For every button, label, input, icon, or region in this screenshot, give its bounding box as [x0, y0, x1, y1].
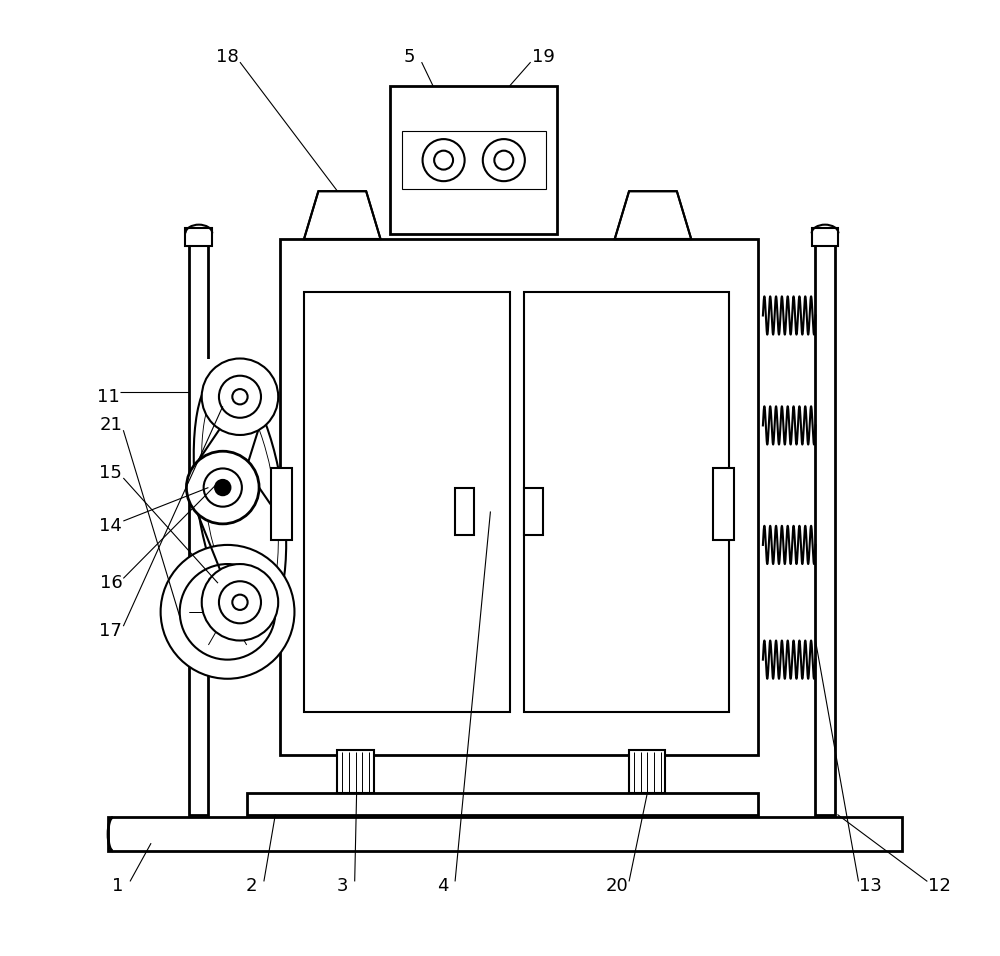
Circle shape [161, 545, 294, 679]
Circle shape [494, 151, 513, 169]
Bar [402, 132, 546, 189]
Bar [455, 488, 474, 535]
Bar [304, 292, 510, 712]
Bar [280, 239, 758, 755]
Text: 14: 14 [99, 517, 122, 534]
Bar [192, 358, 278, 641]
Circle shape [434, 151, 453, 169]
Circle shape [202, 358, 278, 435]
Text: 19: 19 [532, 49, 554, 66]
Text: 4: 4 [437, 878, 448, 895]
Circle shape [204, 468, 242, 507]
Ellipse shape [202, 386, 278, 612]
Bar [524, 488, 543, 535]
Text: 17: 17 [99, 622, 122, 640]
Bar [108, 817, 902, 851]
Polygon shape [615, 191, 691, 239]
Bar [629, 750, 665, 793]
Text: 15: 15 [99, 465, 122, 482]
Circle shape [232, 389, 248, 404]
Circle shape [423, 140, 465, 182]
Bar [524, 292, 729, 712]
Circle shape [219, 581, 261, 623]
Circle shape [216, 600, 239, 623]
Text: 20: 20 [605, 878, 628, 895]
Text: 2: 2 [246, 878, 257, 895]
Bar [189, 475, 251, 499]
Circle shape [202, 564, 278, 641]
Circle shape [483, 140, 525, 182]
Text: 13: 13 [859, 878, 882, 895]
Circle shape [232, 595, 248, 610]
Bar [815, 241, 835, 815]
Bar [189, 241, 208, 815]
Bar [247, 793, 758, 815]
Bar [390, 86, 557, 234]
Text: 21: 21 [99, 417, 122, 434]
Polygon shape [304, 191, 380, 239]
Bar [713, 468, 734, 540]
Text: 1: 1 [112, 878, 123, 895]
Bar [271, 468, 292, 540]
Text: 12: 12 [928, 878, 951, 895]
Text: 5: 5 [403, 49, 415, 66]
Text: 3: 3 [337, 878, 348, 895]
Bar [337, 750, 374, 793]
Bar [812, 228, 838, 246]
Text: 16: 16 [100, 575, 122, 592]
Circle shape [215, 480, 230, 495]
Circle shape [186, 451, 259, 524]
Ellipse shape [194, 371, 286, 627]
Bar [185, 228, 212, 246]
Text: 11: 11 [97, 388, 119, 405]
Circle shape [180, 564, 275, 660]
Circle shape [219, 376, 261, 418]
Text: 18: 18 [216, 49, 239, 66]
